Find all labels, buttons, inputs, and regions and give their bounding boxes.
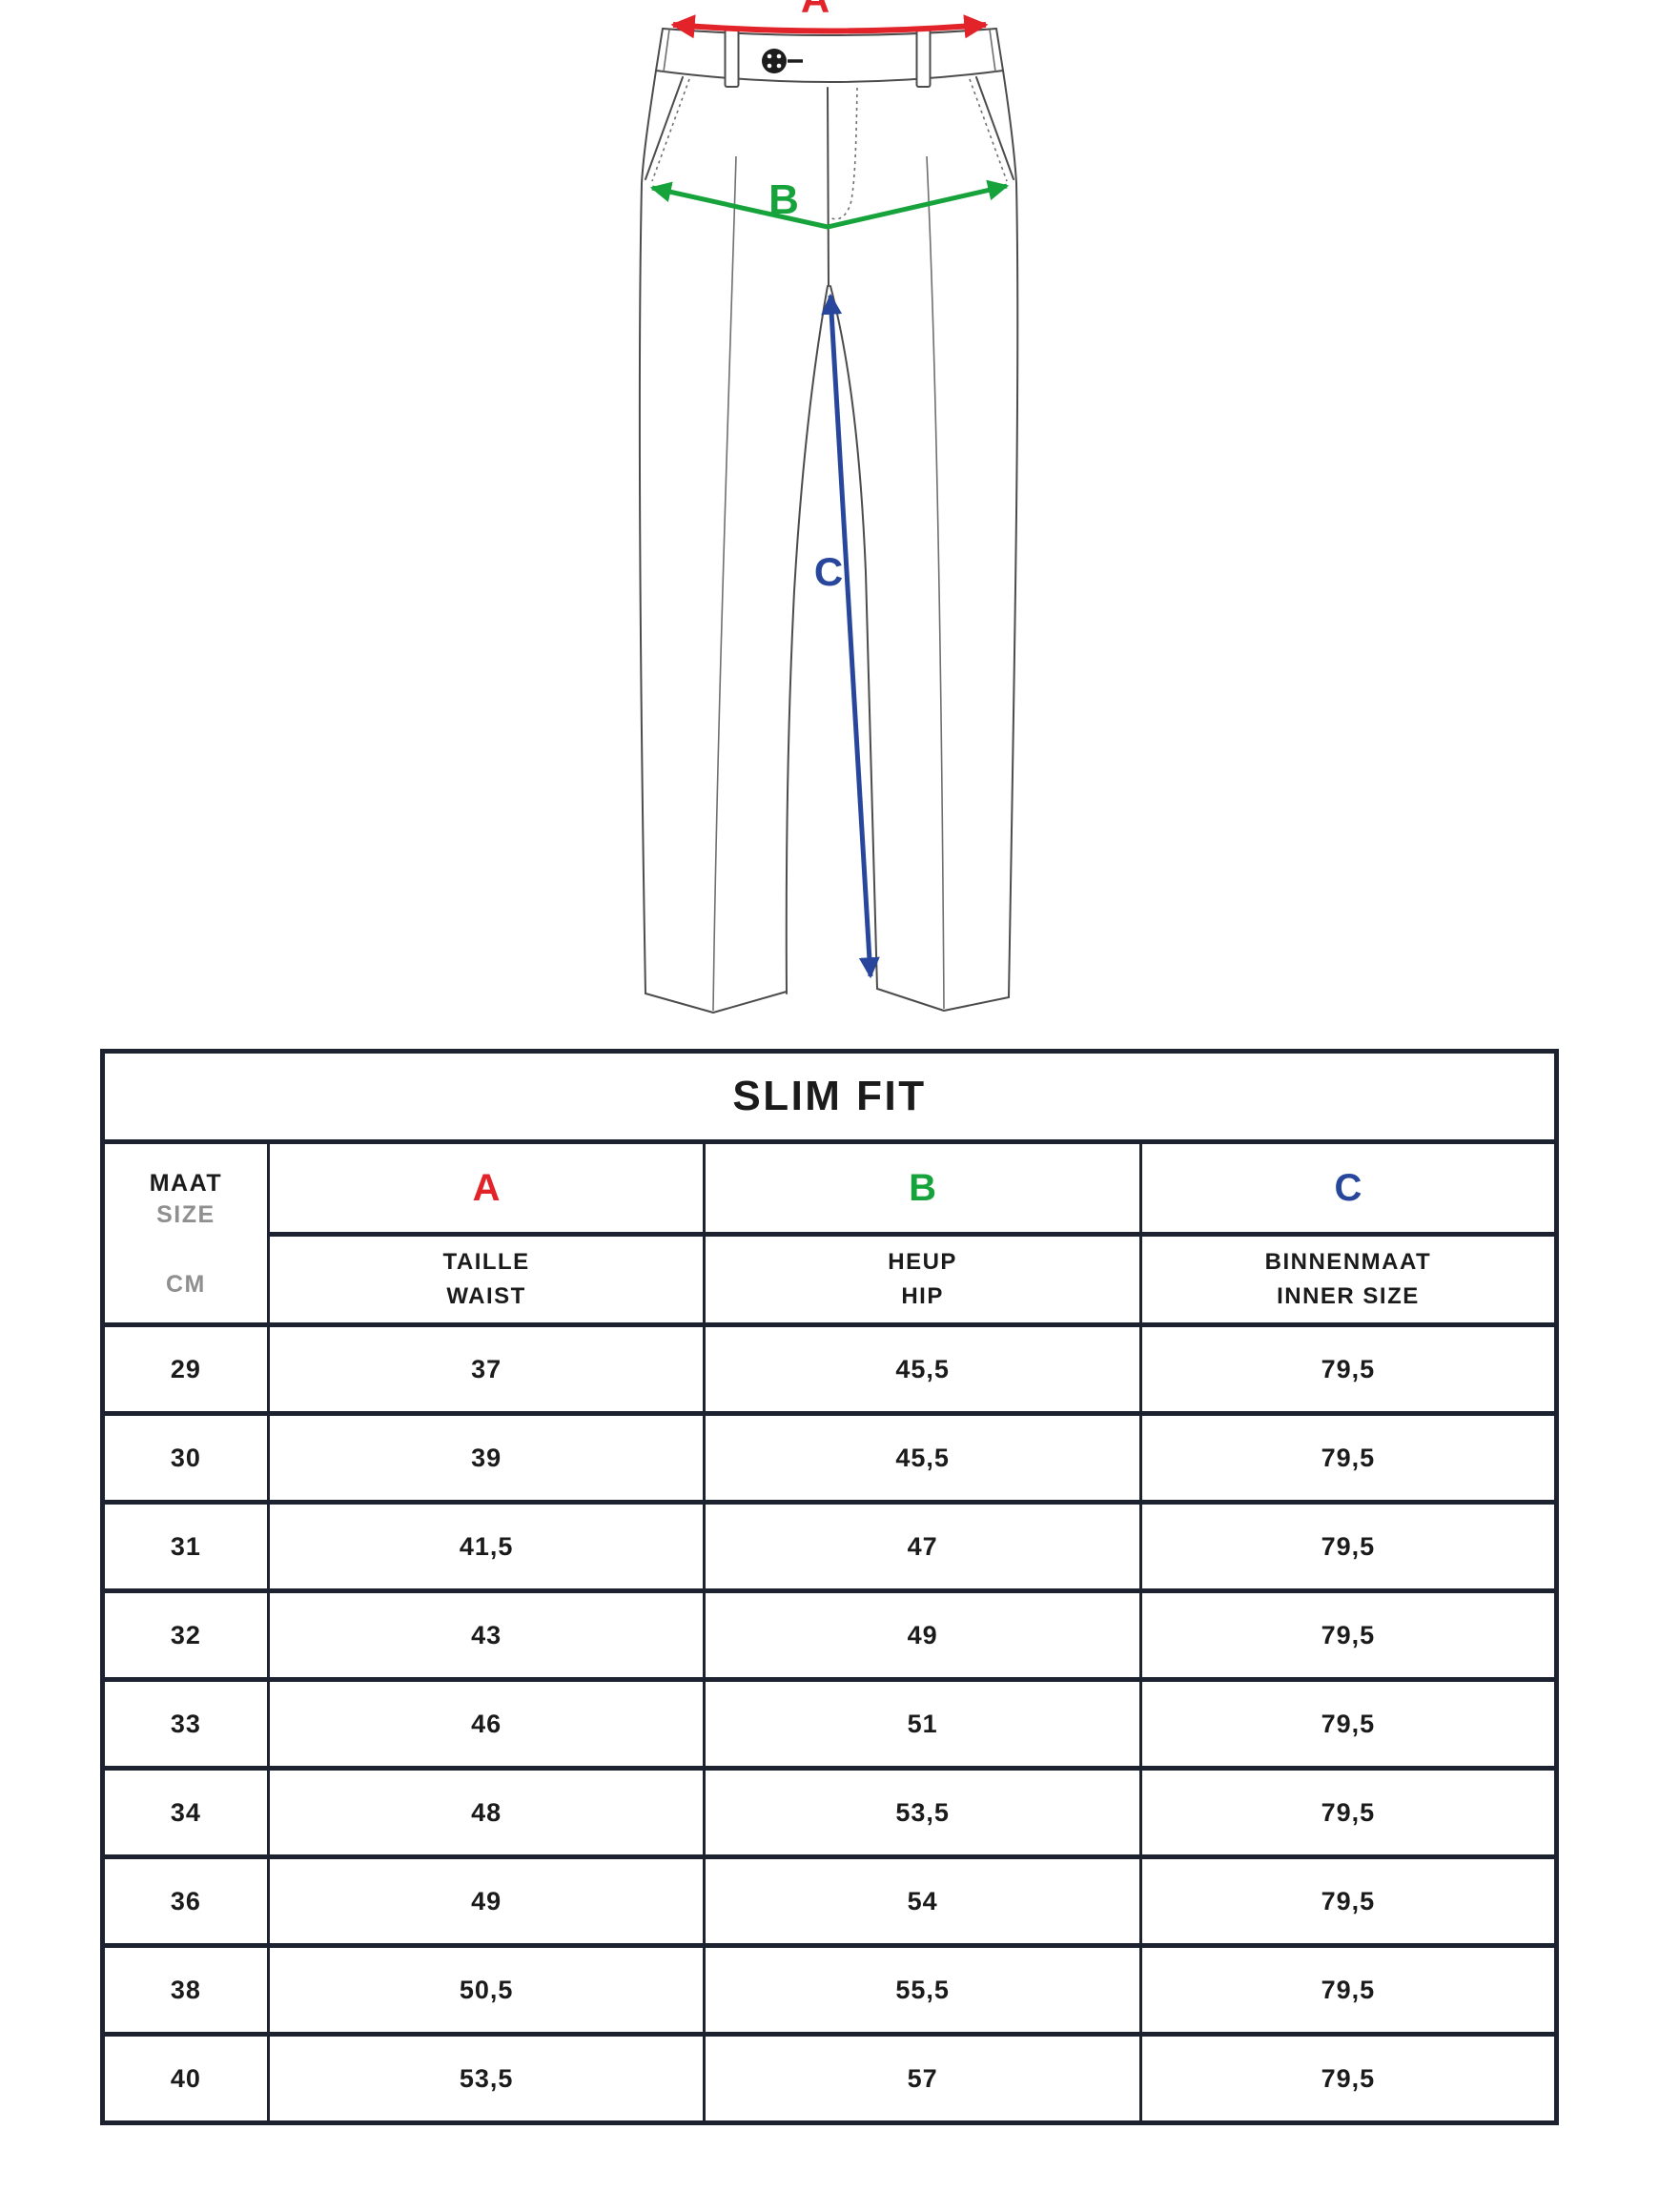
size-unit-corner-cell: MAAT SIZE CM: [101, 1139, 270, 1327]
waist-value-cell: 50,5: [266, 1943, 707, 2037]
trousers-measurement-diagram: A B C: [638, 0, 1019, 1014]
hem-right: [876, 988, 1010, 1012]
table-row: 38 50,5 55,5 79,5: [101, 1943, 1559, 2037]
inner-size-value-cell: 79,5: [1138, 1677, 1559, 1771]
measure-label-c: C: [814, 549, 843, 594]
label-hip: HIP: [901, 1283, 944, 1309]
waist-value-cell: 41,5: [266, 1500, 707, 1593]
leg-left-inseam: [785, 285, 829, 994]
hip-value-cell: 45,5: [703, 1411, 1142, 1505]
leg-left-outer-seam: [638, 70, 657, 994]
measure-arrow-inner: [821, 293, 880, 979]
table-row: 33 46 51 79,5: [101, 1677, 1559, 1771]
button-hole: [776, 53, 782, 59]
size-cell: 38: [101, 1943, 270, 2037]
size-cell: 40: [101, 2032, 270, 2125]
waist-value-cell: 46: [266, 1677, 707, 1771]
size-cell: 33: [101, 1677, 270, 1771]
hip-value-cell: 55,5: [703, 1943, 1142, 2037]
column-label-hip: HEUP HIP: [703, 1232, 1142, 1327]
waistband-bottom-edge: [655, 70, 1004, 83]
button-hole: [767, 53, 772, 59]
table-title-row: SLIM FIT: [101, 1049, 1558, 1144]
inner-size-value-cell: 79,5: [1138, 1766, 1559, 1859]
size-cell: 29: [101, 1322, 270, 1416]
pocket-left-line: [645, 76, 684, 180]
measure-label-b: B: [768, 176, 799, 223]
hip-value-cell: 49: [703, 1588, 1142, 1682]
waist-value-cell: 49: [266, 1854, 707, 1948]
belt-loop-right: [915, 29, 932, 88]
size-table: SLIM FIT MAAT SIZE CM A B C TAILLE WAI: [100, 1049, 1559, 2125]
column-letter-c: C: [1138, 1139, 1559, 1237]
label-maat: MAAT: [149, 1170, 223, 1197]
waist-value-cell: 39: [266, 1411, 707, 1505]
size-cell: 34: [101, 1766, 270, 1859]
fly-stitch-line: [830, 87, 858, 220]
hip-value-cell: 47: [703, 1500, 1142, 1593]
hem-left: [645, 991, 788, 1014]
table-row: 40 53,5 57 79,5: [101, 2032, 1559, 2125]
table-row: 31 41,5 47 79,5: [101, 1500, 1559, 1593]
waistband-right-edge: [995, 28, 1004, 72]
size-cell: 32: [101, 1588, 270, 1682]
table-row: 36 49 54 79,5: [101, 1854, 1559, 1948]
label-taille: TAILLE: [442, 1249, 530, 1275]
table-row: 32 43 49 79,5: [101, 1588, 1559, 1682]
table-title: SLIM FIT: [101, 1049, 1558, 1144]
inner-size-value-cell: 79,5: [1138, 1322, 1559, 1416]
inner-size-value-cell: 79,5: [1138, 2032, 1559, 2125]
button-hole: [767, 63, 772, 69]
label-binnenmaat: BINNENMAAT: [1264, 1249, 1432, 1275]
crease-left: [712, 155, 737, 1012]
table-row: 29 37 45,5 79,5: [101, 1322, 1559, 1416]
inner-size-value-cell: 79,5: [1138, 1943, 1559, 2037]
leg-right-outer-seam: [1002, 70, 1019, 998]
table-row: 34 48 53,5 79,5: [101, 1766, 1559, 1859]
label-heup: HEUP: [888, 1249, 957, 1275]
belt-loop-left: [724, 29, 740, 88]
inner-size-value-cell: 79,5: [1138, 1588, 1559, 1682]
waistband-left-seam: [663, 29, 670, 72]
pocket-left-stitch: [651, 78, 690, 182]
size-cell: 30: [101, 1411, 270, 1505]
pocket-right-line: [975, 76, 1014, 180]
inner-size-value-cell: 79,5: [1138, 1411, 1559, 1505]
waistband-right-seam: [989, 29, 996, 72]
measure-arrow-hip: [649, 179, 1010, 230]
inner-size-value-cell: 79,5: [1138, 1854, 1559, 1948]
hip-value-cell: 45,5: [703, 1322, 1142, 1416]
size-cell: 36: [101, 1854, 270, 1948]
waist-value-cell: 43: [266, 1588, 707, 1682]
waist-value-cell: 53,5: [266, 2032, 707, 2125]
column-label-inner-size: BINNENMAAT INNER SIZE: [1138, 1232, 1559, 1327]
measure-label-a: A: [801, 0, 830, 21]
waistband-left-edge: [655, 28, 664, 72]
hip-value-cell: 57: [703, 2032, 1142, 2125]
waist-button: [762, 49, 787, 73]
waist-value-cell: 48: [266, 1766, 707, 1859]
fly-center-line: [827, 87, 830, 287]
pocket-right-stitch: [969, 78, 1008, 182]
hip-value-cell: 54: [703, 1854, 1142, 1948]
column-letter-a: A: [266, 1139, 707, 1237]
size-cell: 31: [101, 1500, 270, 1593]
crease-right: [926, 155, 945, 1010]
column-letter-b: B: [703, 1139, 1142, 1237]
table-header-names-row: TAILLE WAIST HEUP HIP BINNENMAAT INNER S…: [103, 1232, 1559, 1327]
label-waist: WAIST: [446, 1283, 526, 1309]
hip-value-cell: 51: [703, 1677, 1142, 1771]
column-label-waist: TAILLE WAIST: [266, 1232, 707, 1327]
table-row: 30 39 45,5 79,5: [101, 1411, 1559, 1505]
inner-size-value-cell: 79,5: [1138, 1500, 1559, 1593]
measure-arrow-waist: [670, 14, 989, 39]
label-inner-size: INNER SIZE: [1277, 1283, 1420, 1309]
waist-value-cell: 37: [266, 1322, 707, 1416]
table-header-letters-row: MAAT SIZE CM A B C: [101, 1139, 1559, 1327]
button-hole: [776, 63, 782, 69]
hip-value-cell: 53,5: [703, 1766, 1142, 1859]
label-size: SIZE: [156, 1200, 215, 1228]
label-cm: CM: [165, 1270, 206, 1298]
